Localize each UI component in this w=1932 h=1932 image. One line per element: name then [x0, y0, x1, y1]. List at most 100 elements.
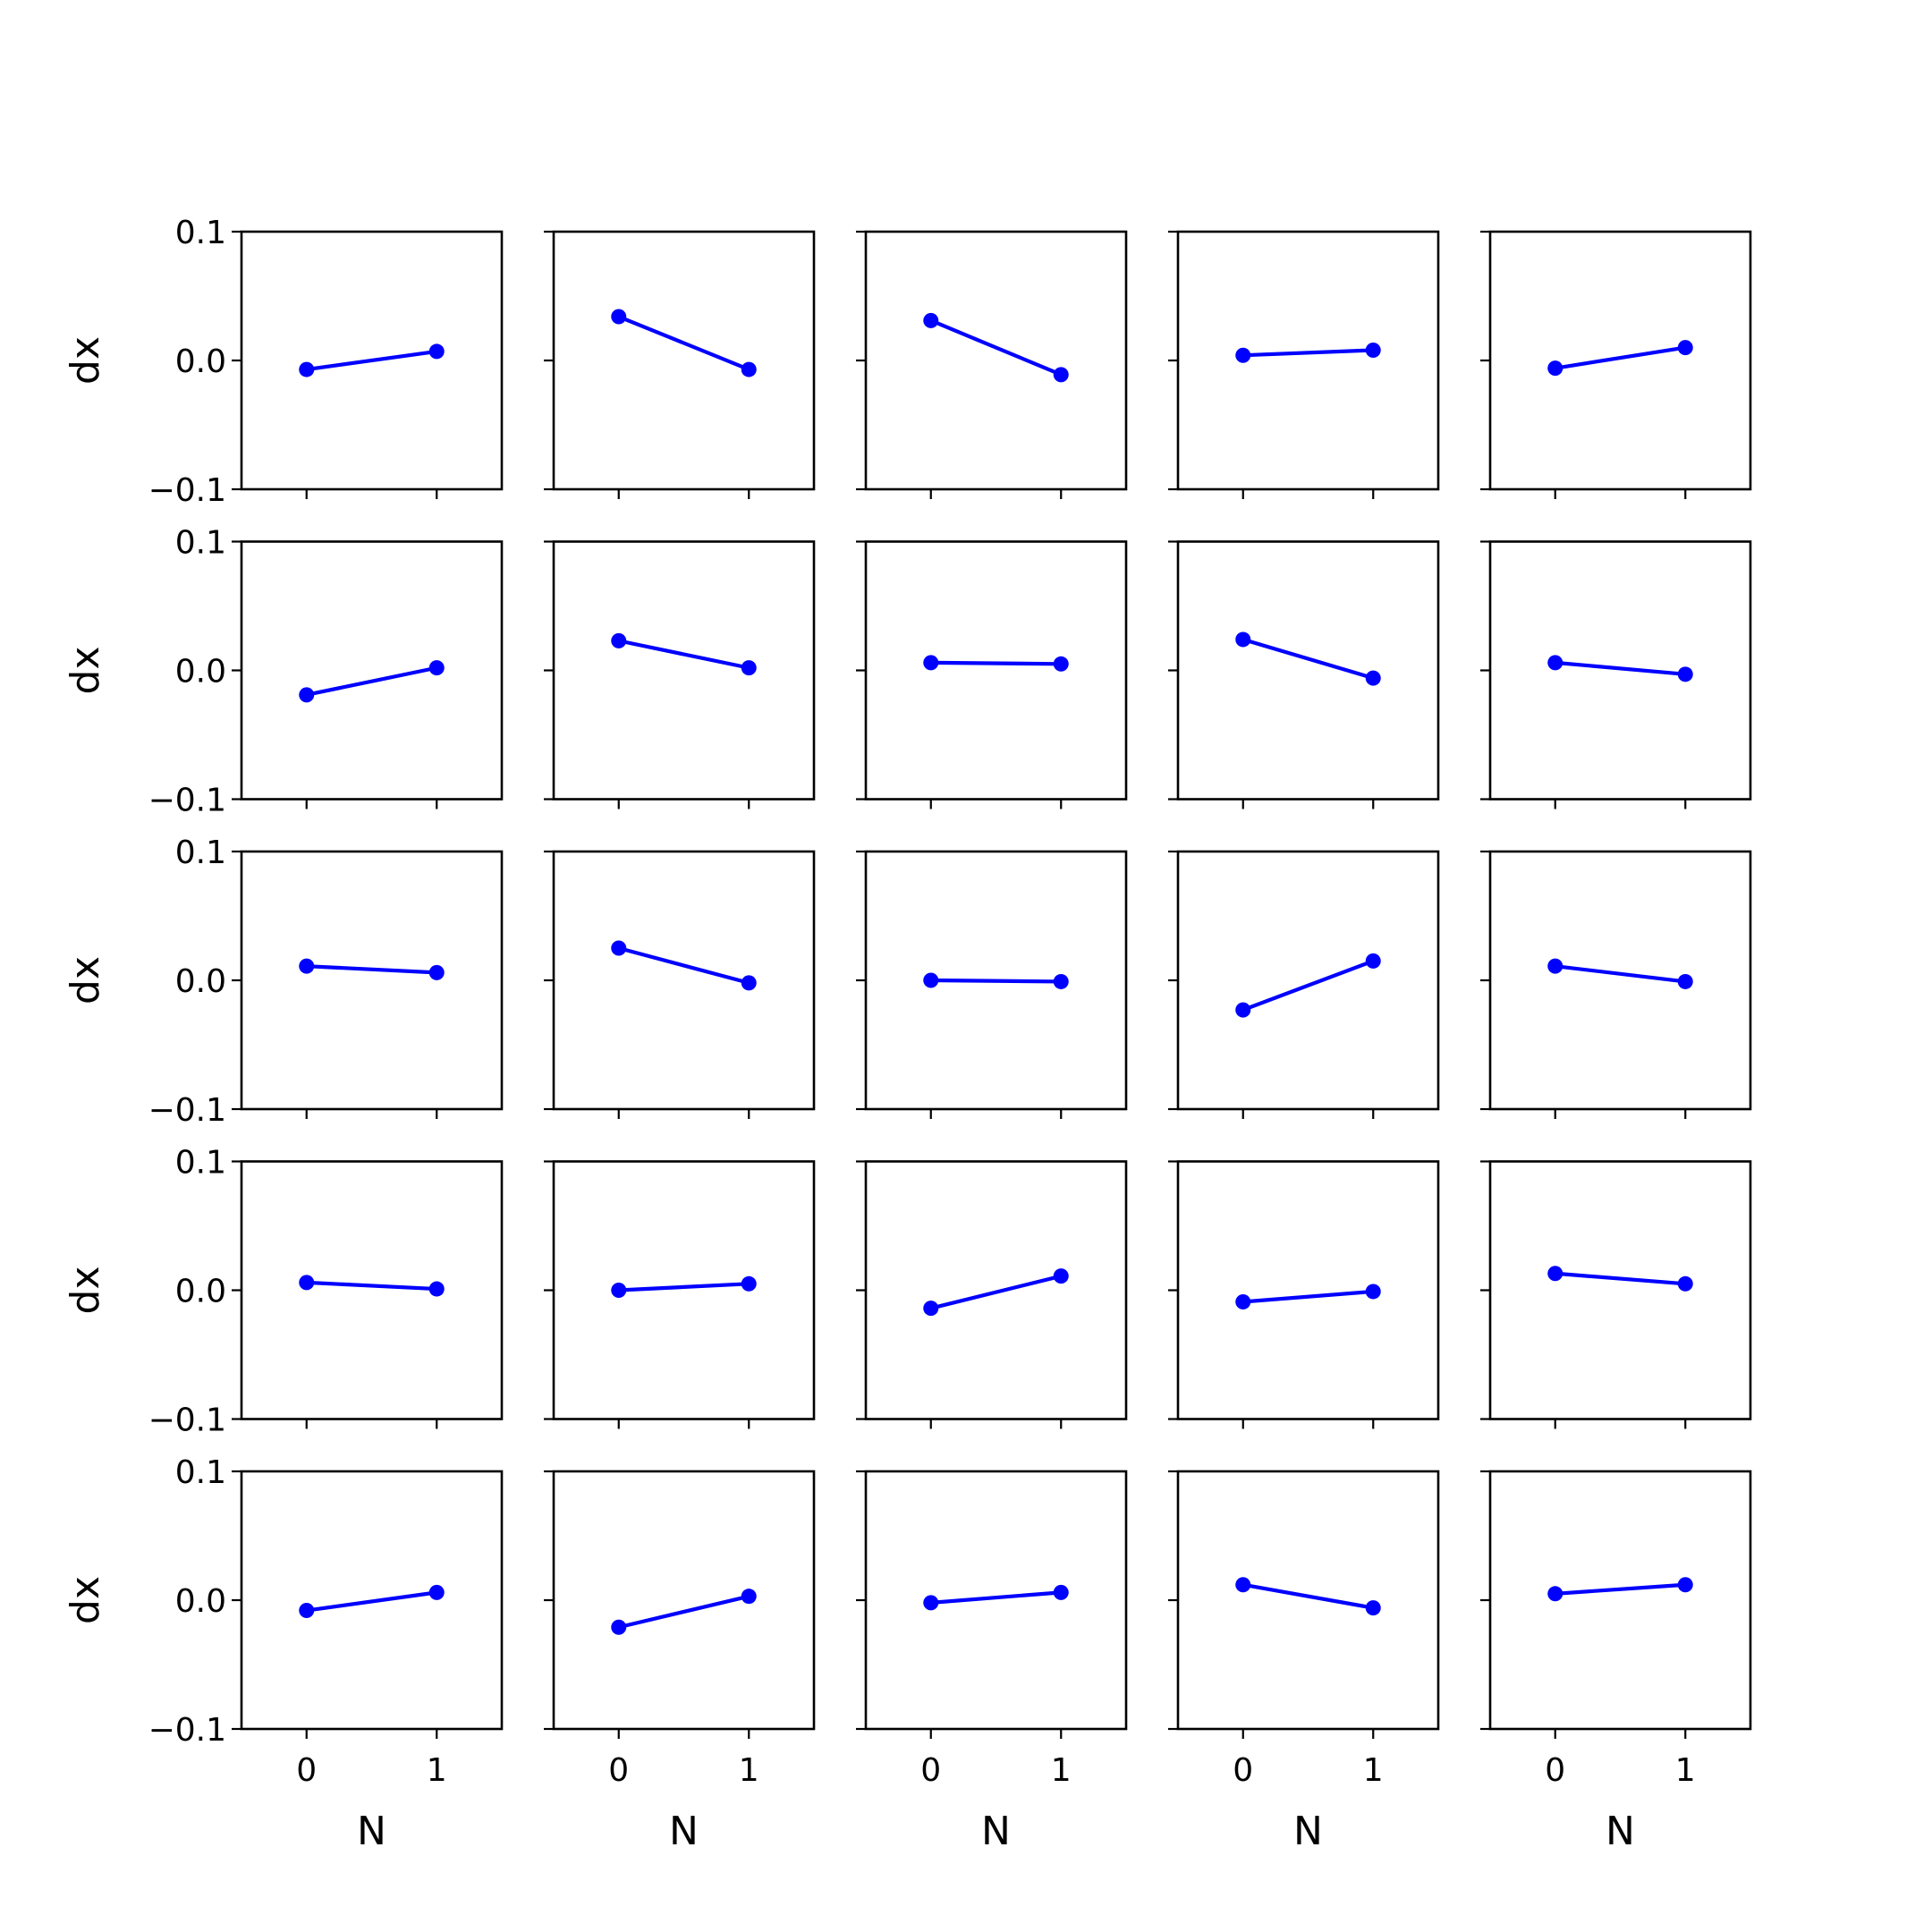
data-point	[1547, 1586, 1563, 1602]
y-tick-label: −0.1	[148, 1402, 226, 1439]
data-point	[923, 972, 939, 988]
series-line	[304, 665, 439, 697]
subplot-r5-c2: 0 1 N	[544, 1470, 816, 1854]
x-tick-label: 0	[1545, 1752, 1565, 1789]
subplot-r2-c5	[1480, 540, 1752, 809]
axes-frame	[1488, 1470, 1752, 1731]
data-point	[1547, 958, 1563, 974]
series-line	[928, 660, 1063, 666]
data-point	[1677, 666, 1693, 682]
axes-frame	[240, 1160, 504, 1420]
series-line	[1553, 1271, 1688, 1286]
series-line	[928, 1274, 1063, 1310]
data-point	[1677, 973, 1693, 989]
data-point	[1235, 1293, 1251, 1309]
series-line	[616, 1594, 751, 1630]
data-point	[299, 361, 315, 377]
axes-frame	[864, 540, 1128, 801]
axes-frame	[552, 1470, 816, 1731]
data-point	[611, 940, 627, 956]
subplot-r1-c3	[856, 230, 1128, 499]
x-tick-label: 0	[296, 1752, 317, 1789]
y-tick-label: 0.0	[175, 963, 226, 1000]
y-tick-label: 0.1	[175, 1454, 226, 1491]
data-point	[428, 660, 445, 676]
subplot-r3-c1: −0.1 0.0 0.1 dx	[63, 835, 504, 1129]
series-line	[304, 964, 439, 975]
series-line	[928, 318, 1063, 377]
subplot-r2-c2	[544, 540, 816, 809]
axes-frame	[552, 850, 816, 1111]
y-tick-label: 0.1	[175, 1145, 226, 1182]
data-point	[1365, 1600, 1381, 1616]
subplot-r2-c4	[1168, 540, 1440, 809]
axes-frame	[1176, 1470, 1440, 1731]
data-point	[741, 1589, 757, 1605]
axes-frame	[240, 540, 504, 801]
data-point	[1677, 1577, 1693, 1593]
series-line	[616, 945, 751, 985]
y-tick-label: 0.1	[175, 215, 226, 251]
y-tick-label: 0.0	[175, 1274, 226, 1310]
subplot-r4-c1: −0.1 0.0 0.1 dx	[63, 1145, 504, 1439]
subplot-r3-c3	[856, 850, 1128, 1119]
series-line	[616, 639, 751, 670]
y-axis-label: dx	[63, 336, 108, 385]
y-axis-label: dx	[63, 1576, 108, 1624]
axes-frame	[552, 230, 816, 491]
subplot-r1-c1: −0.1 0.0 0.1 dx	[63, 215, 504, 509]
series-line	[1241, 1582, 1376, 1610]
data-point	[923, 1301, 939, 1317]
x-tick-label: 1	[1051, 1752, 1072, 1789]
data-point	[1365, 342, 1381, 358]
data-point	[741, 1275, 757, 1292]
data-point	[299, 1275, 315, 1291]
data-point	[741, 361, 757, 377]
data-point	[1677, 1275, 1693, 1292]
data-point	[299, 958, 315, 974]
data-point	[1365, 1284, 1381, 1300]
series-line	[304, 349, 439, 372]
subplot-r4-c4	[1168, 1160, 1440, 1429]
series-line	[1241, 348, 1376, 358]
x-tick-label: 0	[608, 1752, 629, 1789]
data-point	[428, 343, 445, 360]
series-line	[1553, 345, 1688, 370]
subplot-r3-c4	[1168, 850, 1440, 1119]
subplot-r1-c2	[544, 230, 816, 499]
y-axis-label: dx	[63, 647, 108, 695]
series-line	[1241, 637, 1376, 681]
data-point	[1235, 1577, 1251, 1593]
data-point	[1053, 1268, 1069, 1284]
data-point	[741, 975, 757, 991]
series-line	[616, 1282, 751, 1292]
subplot-r4-c3	[856, 1160, 1128, 1429]
series-line	[1241, 959, 1376, 1013]
data-point	[1235, 631, 1251, 648]
subplot-r2-c1: −0.1 0.0 0.1 dx	[63, 525, 504, 819]
data-point	[1365, 953, 1381, 969]
y-axis-label: dx	[63, 956, 108, 1004]
x-axis-label: N	[357, 1809, 386, 1854]
y-tick-label: −0.1	[148, 1712, 226, 1749]
subplot-r2-c3	[856, 540, 1128, 809]
series-line	[1553, 660, 1688, 676]
series-line	[928, 978, 1063, 984]
data-point	[1053, 973, 1069, 989]
data-point	[611, 1283, 627, 1298]
data-point	[923, 1595, 939, 1611]
series-line	[616, 314, 751, 372]
subplot-r3-c2	[544, 850, 816, 1119]
data-point	[611, 1619, 627, 1635]
x-axis-label: N	[1606, 1809, 1635, 1854]
data-point	[428, 1281, 445, 1297]
y-tick-label: −0.1	[148, 472, 226, 509]
subplot-r5-c1: −0.1 0.0 0.1 0 1 dx N	[63, 1454, 504, 1854]
x-tick-label: 1	[1675, 1752, 1696, 1789]
axes-frame	[1176, 850, 1440, 1111]
axes-frame	[864, 230, 1128, 491]
data-point	[299, 1603, 315, 1619]
data-point	[428, 1584, 445, 1600]
data-point	[923, 312, 939, 328]
